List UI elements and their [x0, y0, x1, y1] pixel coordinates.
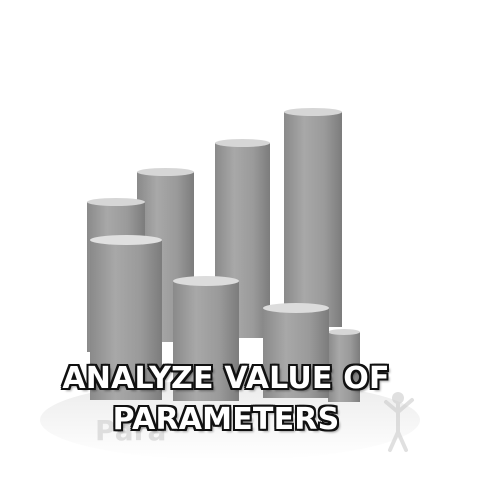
- person-figure-icon: [384, 392, 414, 452]
- cylinder: [263, 303, 329, 398]
- cylinder: [173, 276, 239, 401]
- cylinder: [284, 108, 342, 327]
- caption-line-2: PARAMETERS: [112, 402, 341, 438]
- cylinder: [90, 235, 162, 400]
- watermark-logo: Para: [95, 414, 166, 447]
- caption-line-1: ANALYZE VALUE OF: [61, 361, 390, 397]
- cylinder: [328, 329, 360, 402]
